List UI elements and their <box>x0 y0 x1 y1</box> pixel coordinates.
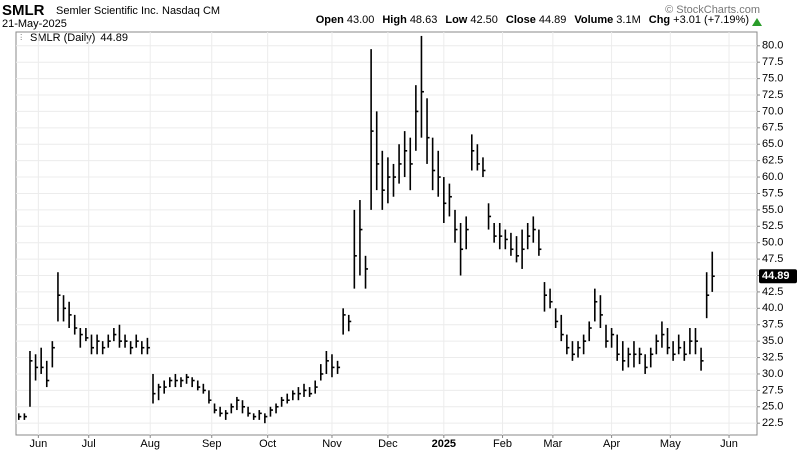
quote-label: Chg <box>649 14 670 26</box>
company-name: Semler Scientific Inc. <box>56 5 159 17</box>
quote-label: Close <box>506 14 536 26</box>
quote-line: Open 43.00 High 48.63 Low 42.50 Close 44.89 Volu… <box>316 14 749 26</box>
quote-value: 42.50 <box>470 14 498 26</box>
y-tick-label: 72.5 <box>762 89 783 101</box>
y-tick-label: 75.0 <box>762 73 783 85</box>
y-tick-label: 30.0 <box>762 368 783 380</box>
legend-label: SMLR (Daily) <box>30 32 95 44</box>
quote-value: +3.01 (+7.19%) <box>673 14 749 26</box>
quote-value: 3.1M <box>616 14 640 26</box>
quote-label: High <box>382 14 407 26</box>
x-tick-label: Nov <box>322 438 342 450</box>
y-tick-label: 22.5 <box>762 417 783 429</box>
quote-text: Open 43.00 High 48.63 Low 42.50 Close 44.89 Volu… <box>316 14 749 26</box>
legend-value: 44.89 <box>100 32 128 44</box>
y-tick-label: 42.5 <box>762 286 783 298</box>
date: 21-May-2025 <box>2 18 67 30</box>
x-tick-label: Jun <box>720 438 738 450</box>
plot-frame <box>15 31 758 436</box>
y-tick-label: 25.0 <box>762 401 783 413</box>
quote-label: Open <box>316 14 344 26</box>
y-tick-label: 35.0 <box>762 335 783 347</box>
legend: ⫶ SMLR (Daily) 44.89 <box>20 32 128 44</box>
y-tick-label: 80.0 <box>762 40 783 52</box>
quote-label: Low <box>445 14 467 26</box>
x-tick-label: 2025 <box>432 438 456 450</box>
quote-value: 44.89 <box>539 14 567 26</box>
y-tick-label: 77.5 <box>762 56 783 68</box>
quote-value: 43.00 <box>347 14 375 26</box>
legend-icon: ⫶ <box>20 32 22 42</box>
x-tick-label: Sep <box>202 438 222 450</box>
chart-title: SMLR <box>2 2 45 19</box>
quote-value: 48.63 <box>410 14 438 26</box>
y-tick-label: 55.0 <box>762 204 783 216</box>
y-tick-label: 60.0 <box>762 171 783 183</box>
y-tick-label: 65.0 <box>762 138 783 150</box>
price-tag <box>759 269 797 284</box>
exchange: Nasdaq CM <box>162 5 220 17</box>
x-tick-label: May <box>660 438 681 450</box>
x-tick-label: Mar <box>543 438 562 450</box>
price-bars <box>17 35 715 424</box>
credit: © StockCharts.com <box>665 4 760 16</box>
y-tick-label: 62.5 <box>762 155 783 167</box>
y-tick-label: 47.5 <box>762 253 783 265</box>
x-tick-label: Aug <box>140 438 160 450</box>
x-tick-label: Jul <box>82 438 96 450</box>
x-tick-label: Jun <box>29 438 47 450</box>
y-tick-label: 50.0 <box>762 237 783 249</box>
x-tick-label: Feb <box>493 438 512 450</box>
y-tick-label: 37.5 <box>762 319 783 331</box>
y-tick-label: 67.5 <box>762 122 783 134</box>
y-tick-label: 52.5 <box>762 220 783 232</box>
y-tick-label: 57.5 <box>762 187 783 199</box>
up-arrow <box>752 18 762 26</box>
x-tick-label: Apr <box>603 438 620 450</box>
price-tag-label: 44.89 <box>762 270 790 282</box>
x-tick-label: Oct <box>259 438 276 450</box>
y-tick-label: 40.0 <box>762 302 783 314</box>
y-tick-label: 70.0 <box>762 105 783 117</box>
y-tick-label: 32.5 <box>762 351 783 363</box>
x-tick-label: Dec <box>378 438 398 450</box>
quote-label: Volume <box>574 14 613 26</box>
y-tick-label: 27.5 <box>762 384 783 396</box>
